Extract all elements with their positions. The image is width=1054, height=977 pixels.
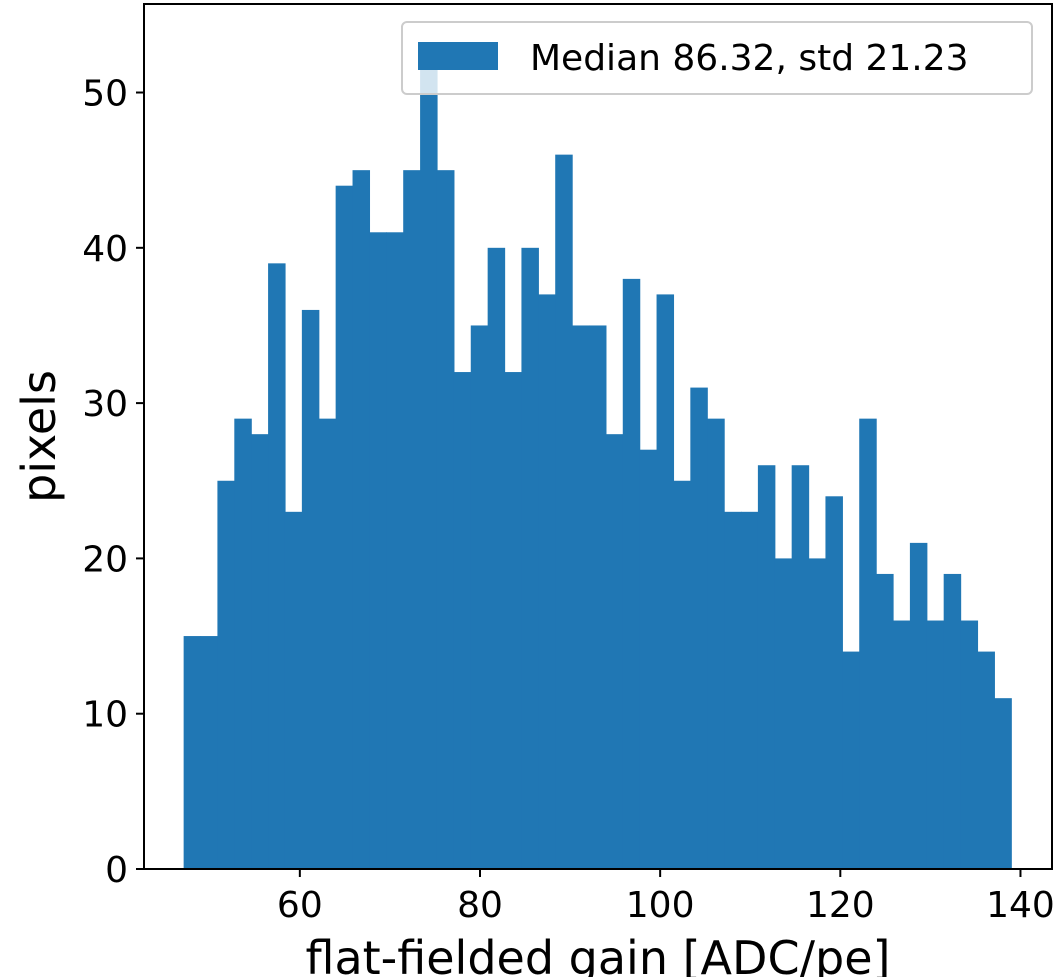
x-tick-label: 120: [806, 885, 875, 926]
histogram-bar: [656, 294, 675, 870]
histogram-bar: [943, 573, 962, 869]
histogram-bar: [707, 418, 725, 869]
histogram-bar: [268, 263, 286, 869]
y-axis-label: pixels: [12, 370, 66, 503]
histogram-bar: [183, 636, 202, 869]
histogram-bar: [521, 247, 539, 870]
histogram-bar: [386, 232, 404, 869]
histogram-bar: [487, 247, 506, 870]
legend-box: [401, 21, 1033, 95]
histogram-bars: [183, 45, 1012, 870]
legend-label: Median 86.32, std 21.23: [530, 38, 969, 79]
histogram-bar: [555, 154, 573, 870]
histogram-bar: [217, 480, 235, 869]
histogram-bar: [690, 387, 708, 869]
histogram-bar: [470, 325, 489, 869]
histogram-bar: [200, 636, 219, 869]
histogram-bar: [876, 573, 894, 869]
histogram-bar: [977, 651, 995, 869]
histogram-bar: [825, 496, 843, 869]
histogram-bar: [403, 170, 421, 869]
histogram-bar: [234, 418, 252, 869]
histogram-bar: [741, 511, 759, 869]
histogram-bar: [622, 278, 641, 869]
histogram-bar: [538, 294, 556, 870]
histogram-bar: [504, 372, 523, 869]
histogram-bar: [757, 465, 776, 869]
histogram-bar: [673, 480, 691, 869]
histogram-bar: [893, 620, 911, 869]
axes-frame: [143, 3, 1053, 870]
histogram-bar: [335, 185, 354, 869]
y-tick-label: 0: [105, 850, 128, 891]
histogram-bar: [774, 558, 793, 869]
x-tick-label: 60: [277, 885, 323, 926]
histogram-bar: [808, 558, 827, 869]
histogram-bar: [588, 325, 607, 869]
y-tick-label: 10: [82, 695, 128, 736]
histogram-bar: [926, 620, 945, 869]
histogram-bar: [960, 620, 979, 869]
histogram-bar: [453, 372, 472, 869]
histogram-bar: [318, 418, 337, 869]
histogram-bar: [301, 309, 320, 869]
histogram-bar: [352, 170, 371, 869]
y-tick-label: 20: [82, 539, 128, 580]
histogram-bar: [284, 511, 303, 869]
y-tick-label: 40: [82, 229, 128, 270]
x-tick-label: 140: [986, 885, 1054, 926]
histogram-bar: [369, 232, 387, 869]
x-axis-ticks: 60 80 100 120 140: [277, 869, 1054, 926]
histogram-bar: [436, 170, 455, 869]
histogram-bar: [724, 511, 742, 869]
histogram-bar: [909, 542, 928, 869]
histogram-bar: [572, 325, 590, 869]
histogram-bar: [859, 418, 877, 869]
x-tick-label: 100: [626, 885, 695, 926]
x-tick-label: 80: [457, 885, 503, 926]
histogram-bar: [994, 698, 1012, 869]
y-axis-ticks: 0 10 20 30 40 50: [82, 74, 144, 891]
y-tick-label: 30: [82, 384, 128, 425]
histogram-bar: [605, 434, 624, 869]
x-axis-label: flat-fielded gain [ADC/pe]: [305, 931, 890, 977]
histogram-bar: [791, 465, 810, 869]
legend-swatch: [418, 42, 498, 70]
histogram-bar: [842, 651, 860, 869]
y-tick-label: 50: [82, 74, 128, 115]
legend: Median 86.32, std 21.23: [401, 21, 1033, 95]
histogram-bar: [420, 45, 438, 869]
histogram-bar: [251, 434, 269, 869]
histogram-bar: [639, 449, 658, 869]
